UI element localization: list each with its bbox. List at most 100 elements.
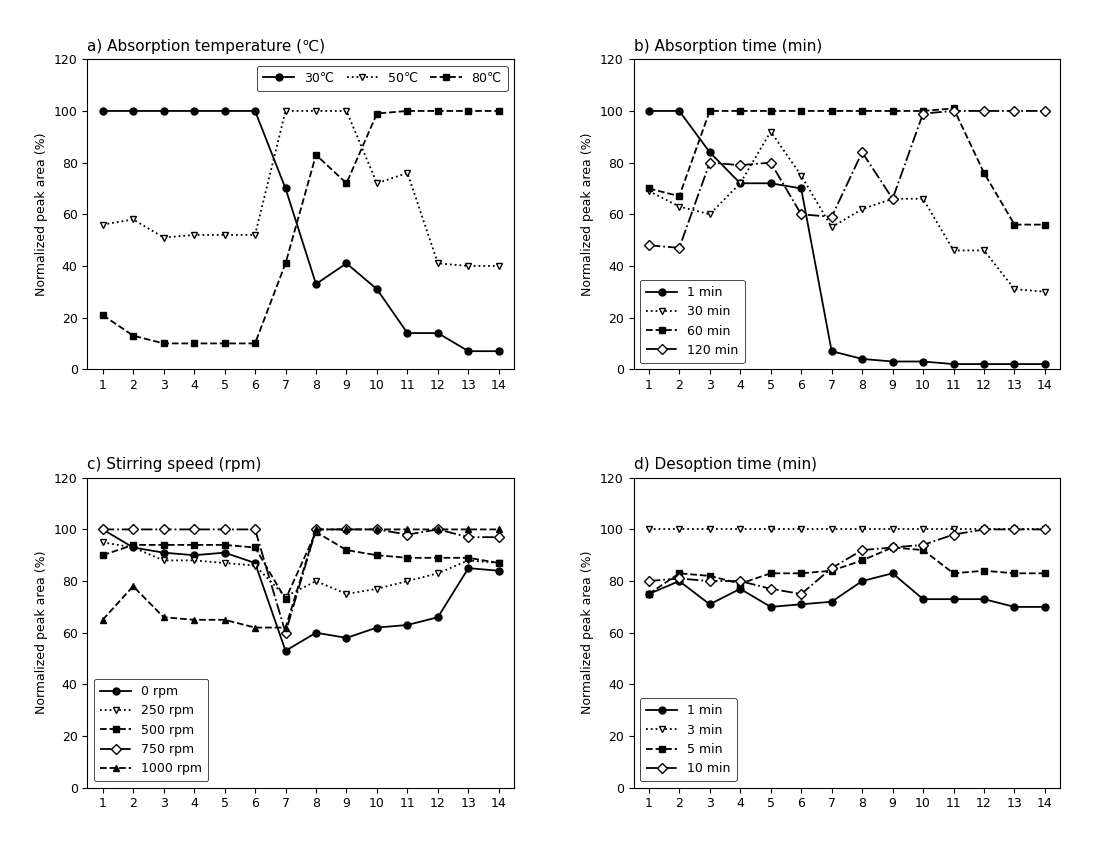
50℃ [127,214,140,224]
10 min [733,576,747,586]
50℃ [188,230,201,240]
30 min [1038,286,1051,296]
1 min [886,357,900,367]
1000 rpm [309,524,322,534]
750 rpm [432,524,445,534]
750 rpm [96,524,109,534]
5 min [672,568,685,579]
750 rpm [279,628,292,638]
10 min [703,576,716,586]
50℃ [371,178,384,188]
1000 rpm [188,615,201,625]
1 min [1038,359,1051,369]
30 min [917,194,930,204]
10 min [795,589,808,599]
Line: 10 min: 10 min [645,526,1048,597]
1 min [856,576,869,586]
30℃ [127,106,140,116]
30 min [672,202,685,212]
1 min [733,584,747,594]
Line: 30 min: 30 min [645,128,1048,296]
0 rpm [432,612,445,623]
500 rpm [371,551,384,561]
60 min [947,103,960,113]
1 min [1008,602,1021,612]
10 min [947,529,960,540]
0 rpm [401,620,414,630]
Y-axis label: Normalized peak area (%): Normalized peak area (%) [581,132,595,296]
10 min [1008,524,1021,534]
10 min [886,542,900,552]
60 min [672,191,685,202]
60 min [764,106,777,116]
5 min [703,571,716,581]
3 min [947,524,960,534]
Line: 250 rpm: 250 rpm [99,539,503,600]
1 min [703,147,716,158]
Text: a) Absorption temperature (℃): a) Absorption temperature (℃) [87,39,326,54]
80℃ [127,330,140,340]
0 rpm [279,645,292,656]
120 min [672,243,685,253]
1 min [643,589,656,599]
Line: 750 rpm: 750 rpm [99,526,503,636]
1 min [643,106,656,116]
0 rpm [127,542,140,552]
1 min [703,599,716,609]
80℃ [157,338,171,348]
0 rpm [340,633,353,643]
1000 rpm [462,524,475,534]
50℃ [462,261,475,271]
750 rpm [157,524,171,534]
120 min [795,209,808,219]
750 rpm [248,524,261,534]
1 min [795,183,808,193]
30℃ [371,284,384,294]
1 min [856,354,869,364]
5 min [856,556,869,566]
30℃ [462,346,475,357]
1 min [886,568,900,579]
120 min [764,158,777,168]
5 min [886,542,900,552]
1000 rpm [279,623,292,633]
250 rpm [188,556,201,566]
50℃ [401,168,414,178]
30 min [764,126,777,136]
30 min [825,222,838,232]
30℃ [432,328,445,338]
Line: 1 min: 1 min [645,108,1048,368]
1 min [917,357,930,367]
5 min [947,568,960,579]
120 min [1038,106,1051,116]
120 min [947,106,960,116]
60 min [1038,219,1051,230]
120 min [703,158,716,168]
50℃ [340,106,353,116]
30 min [703,209,716,219]
500 rpm [462,553,475,563]
Y-axis label: Normalized peak area (%): Normalized peak area (%) [35,132,48,296]
3 min [733,524,747,534]
3 min [703,524,716,534]
10 min [672,573,685,584]
60 min [825,106,838,116]
10 min [917,540,930,550]
Y-axis label: Normalized peak area (%): Normalized peak area (%) [35,551,48,715]
1 min [764,178,777,188]
1 min [733,178,747,188]
500 rpm [432,553,445,563]
3 min [1038,524,1051,534]
1 min [1038,602,1051,612]
60 min [917,106,930,116]
5 min [795,568,808,579]
250 rpm [401,576,414,586]
50℃ [309,106,322,116]
500 rpm [309,527,322,537]
10 min [1038,524,1051,534]
Line: 60 min: 60 min [645,105,1048,228]
50℃ [96,219,109,230]
10 min [977,524,990,534]
Line: 1000 rpm: 1000 rpm [99,526,503,631]
1 min [825,346,838,357]
